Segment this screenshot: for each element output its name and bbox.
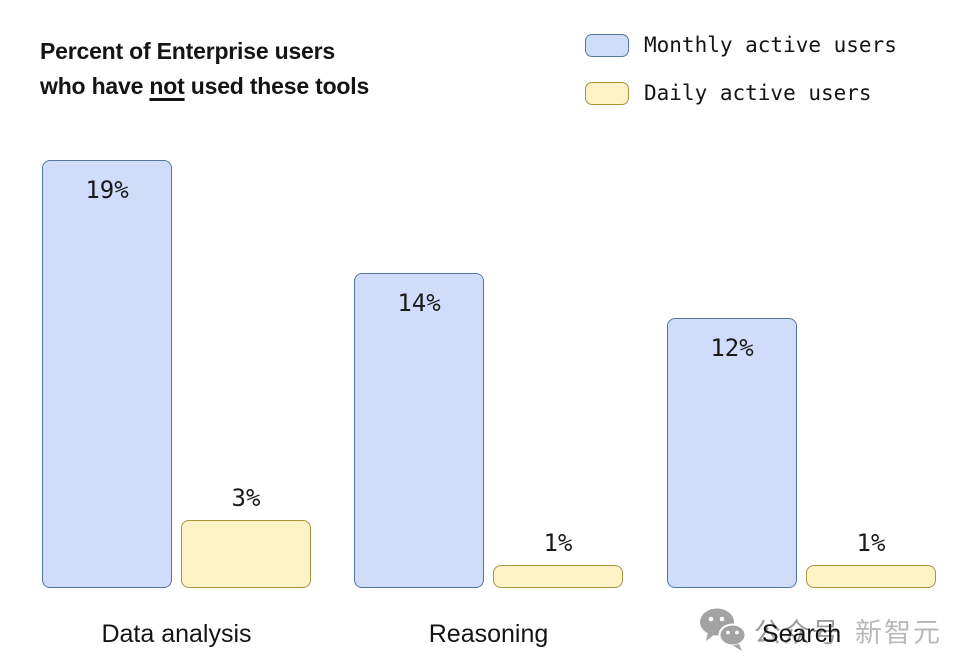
bar-value-label: 1% — [856, 529, 886, 557]
category-label-search: Search — [761, 620, 842, 648]
legend-swatch-monthly — [585, 33, 629, 57]
bar-data-analysis-monthly — [42, 160, 172, 588]
watermark-text-account: 公众号 — [754, 617, 841, 648]
bar-search-monthly — [667, 318, 797, 588]
bar-value-label: 3% — [231, 484, 261, 512]
legend-label-daily: Daily active users — [644, 81, 872, 105]
bar-data-analysis-daily — [181, 520, 311, 588]
chart-title-line2: who have not used these tools — [40, 73, 370, 99]
underlined-word: not — [149, 73, 185, 99]
bar-value-label: 1% — [543, 529, 573, 557]
chart-title-line1: Percent of Enterprise users — [40, 38, 335, 64]
bar-value-label: 14% — [397, 289, 441, 317]
bar-search-daily — [806, 565, 936, 588]
watermark: 公众号 新智元 — [698, 608, 942, 652]
legend-swatch-daily — [585, 81, 629, 105]
category-label-data-analysis: Data analysis — [101, 620, 252, 648]
legend-item-daily: Daily active users — [585, 81, 872, 105]
bar-reasoning-daily — [493, 565, 623, 588]
bar-reasoning-monthly — [354, 273, 484, 588]
legend-label-monthly: Monthly active users — [644, 33, 897, 57]
category-label-reasoning: Reasoning — [428, 620, 549, 648]
bar-value-label: 19% — [85, 176, 129, 204]
watermark-text-brand: 新智元 — [855, 617, 942, 648]
legend-item-monthly: Monthly active users — [585, 33, 897, 57]
wechat-icon — [700, 608, 747, 651]
chart-title: Percent of Enterprise users who have not… — [40, 34, 369, 104]
bar-value-label: 12% — [710, 334, 754, 362]
